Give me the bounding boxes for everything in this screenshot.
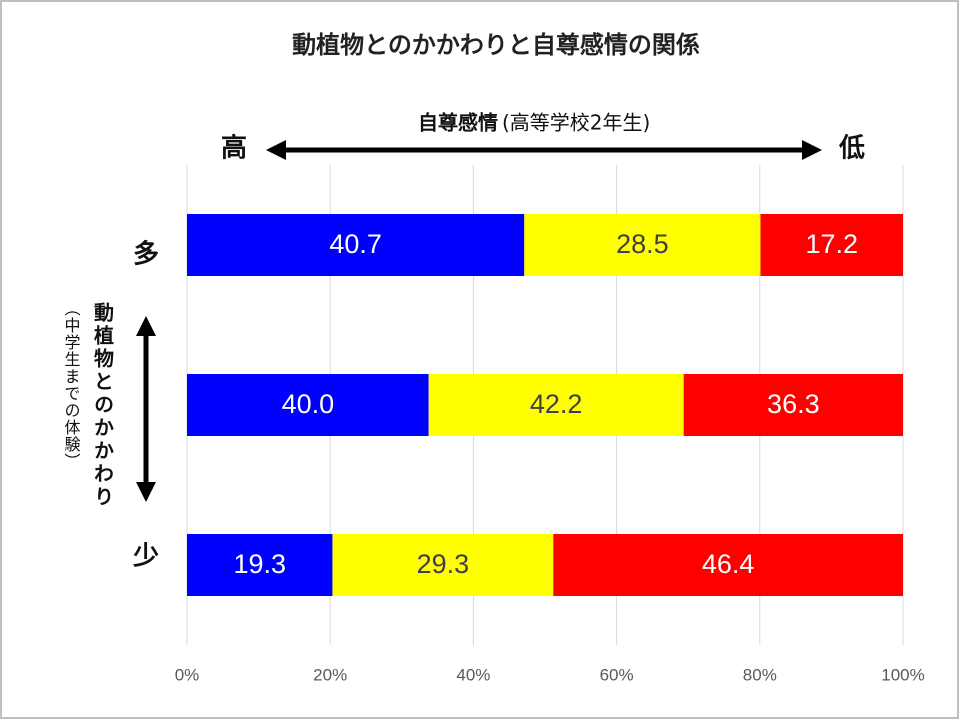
value-label: 17.2 bbox=[805, 229, 858, 259]
y-tick-label: 少 bbox=[132, 542, 159, 572]
bar-segment bbox=[332, 534, 554, 596]
bar-segment bbox=[524, 214, 761, 276]
high-label: 高 bbox=[221, 133, 247, 164]
y-label: 動植物とのかかわり bbox=[91, 302, 115, 509]
value-label: 42.2 bbox=[530, 389, 583, 419]
chart-title: 動植物とのかかわりと自尊感情の関係 bbox=[292, 31, 700, 59]
bar-segment bbox=[187, 534, 333, 596]
bar-segment bbox=[187, 374, 429, 436]
horizontal-arrow bbox=[266, 140, 822, 160]
value-label: 36.3 bbox=[767, 389, 820, 419]
value-label: 19.3 bbox=[233, 549, 286, 579]
bar-segment bbox=[683, 374, 903, 436]
bar-segment bbox=[187, 214, 525, 276]
x-tick-label: 80% bbox=[743, 665, 777, 684]
value-label: 46.4 bbox=[702, 549, 755, 579]
value-label: 40.7 bbox=[329, 229, 382, 259]
y-tick-label: 多 bbox=[133, 240, 159, 270]
x-tick-label: 20% bbox=[313, 665, 347, 684]
bar-segment bbox=[760, 214, 903, 276]
bar-segment bbox=[428, 374, 684, 436]
x-tick-label: 0% bbox=[175, 665, 200, 684]
value-label: 40.0 bbox=[282, 389, 335, 419]
value-label: 29.3 bbox=[417, 549, 470, 579]
bar-segment bbox=[553, 534, 903, 596]
top-label: 自尊感情 bbox=[418, 111, 498, 135]
low-label: 低 bbox=[838, 134, 865, 164]
top-label-note: (高等学校2年生) bbox=[502, 111, 650, 135]
y-label-note: （中学生までの体験） bbox=[62, 300, 81, 470]
x-tick-label: 100% bbox=[881, 665, 924, 684]
vertical-arrow bbox=[136, 316, 156, 502]
value-label: 28.5 bbox=[616, 229, 669, 259]
x-tick-label: 40% bbox=[456, 665, 490, 684]
x-tick-label: 60% bbox=[600, 665, 634, 684]
